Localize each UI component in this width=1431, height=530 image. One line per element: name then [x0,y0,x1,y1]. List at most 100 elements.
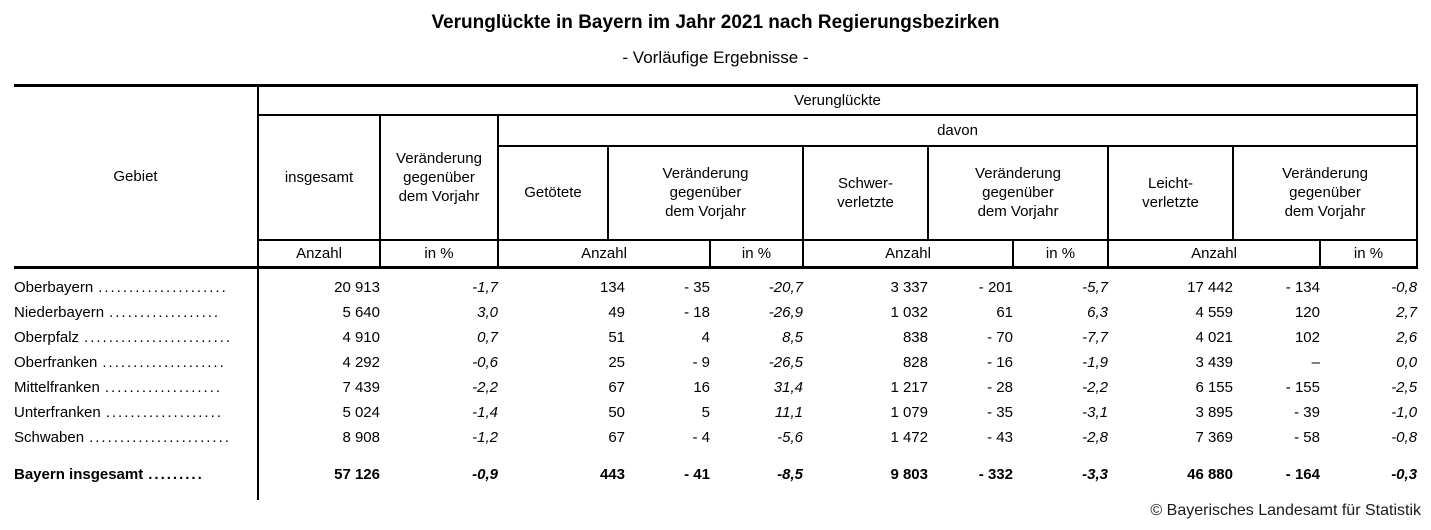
col-header-davon: davon [498,114,1419,147]
leichtverletzte-change-pct: -2,5 [1391,379,1418,396]
leichtverletzte-change-abs: - 134 [1285,279,1320,296]
col-header-change-schwerverletzte: Veränderung gegenüber dem Vorjahr [928,145,1109,241]
leichtverletzte-anzahl: 4 559 [1195,304,1233,321]
leichtverletzte-anzahl: 7 369 [1195,429,1233,446]
region-name-cell: Bayern insgesamt......... [14,450,259,500]
schwerverletzte-anzahl: 9 803 [890,466,928,483]
schwerverletzte-change-pct: -5,7 [1082,279,1108,296]
insgesamt-change-pct: 3,0 [477,304,498,321]
dot-leader: ................... [104,379,223,396]
leichtverletzte-change-pct: -0,8 [1391,279,1418,296]
region-name: Bayern insgesamt [14,466,144,483]
dot-leader: ................... [105,404,223,421]
schwerverletzte-anzahl: 1 217 [890,379,928,396]
leichtverletzte-change-pct: 2,6 [1396,329,1418,346]
col-header-gebiet: Gebiet [14,84,259,269]
dot-leader: ....................... [89,429,231,446]
getoetete-change-abs: - 18 [684,304,710,321]
leichtverletzte-anzahl: 3 439 [1195,354,1233,371]
region-name-cell: Niederbayern.................. [14,300,259,325]
casualties-table: Gebiet Verunglückte insgesamt Veränderun… [14,84,1419,500]
unit-header-in-pct: in % [380,239,499,269]
getoetete-change-pct: -26,5 [768,354,803,371]
getoetete-anzahl: 67 [608,379,625,396]
unit-header-anzahl: Anzahl [498,239,711,269]
insgesamt-change-pct: -0,6 [472,354,498,371]
col-header-insgesamt: insgesamt [258,114,381,241]
insgesamt-change-pct: 0,7 [477,329,498,346]
table-row: Oberfranken.................... 4 292 -0… [14,350,1417,375]
leichtverletzte-change-pct: 0,0 [1396,354,1418,371]
col-header-change-leichtverletzte: Veränderung gegenüber dem Vorjahr [1233,145,1419,241]
getoetete-change-pct: -20,7 [768,279,803,296]
schwerverletzte-change-abs: - 35 [987,404,1013,421]
col-header-leichtverletzte: Leicht- verletzte [1108,145,1234,241]
schwerverletzte-anzahl: 1 079 [890,404,928,421]
region-name: Unterfranken [14,404,101,421]
table-row: Oberpfalz........................ 4 910 … [14,325,1417,350]
table-row: Schwaben....................... 8 908 -1… [14,425,1417,450]
region-name: Niederbayern [14,304,105,321]
insgesamt-anzahl: 5 640 [342,304,380,321]
leichtverletzte-change-pct: -0,8 [1391,429,1418,446]
leichtverletzte-anzahl: 3 895 [1195,404,1233,421]
region-name-cell: Oberpfalz........................ [14,325,259,350]
table-body: Oberbayern..................... 20 913 -… [14,267,1418,500]
region-name-cell: Oberbayern..................... [14,267,259,300]
getoetete-change-pct: -8,5 [777,466,803,483]
table-row: Niederbayern.................. 5 640 3,0… [14,300,1417,325]
dot-leader: ..................... [98,279,228,296]
leichtverletzte-change-abs: - 58 [1294,429,1320,446]
page-title: Verunglückte in Bayern im Jahr 2021 nach… [431,12,1000,33]
schwerverletzte-change-abs: - 43 [987,429,1013,446]
leichtverletzte-change-abs: 102 [1294,329,1320,346]
schwerverletzte-change-pct: -1,9 [1082,354,1108,371]
insgesamt-change-pct: -1,2 [472,429,498,446]
leichtverletzte-anzahl: 6 155 [1195,379,1233,396]
getoetete-anzahl: 25 [608,354,625,371]
schwerverletzte-change-abs: - 70 [987,329,1013,346]
getoetete-change-pct: -5,6 [777,429,803,446]
leichtverletzte-anzahl: 46 880 [1187,466,1233,483]
leichtverletzte-change-abs: - 164 [1285,466,1320,483]
table-row: Unterfranken................... 5 024 -1… [14,400,1417,425]
dot-leader: .................... [102,354,226,371]
getoetete-change-pct: 8,5 [782,329,803,346]
getoetete-anzahl: 51 [608,329,625,346]
unit-header-anzahl: Anzahl [258,239,381,269]
getoetete-anzahl: 443 [599,466,625,483]
page-subtitle: - Vorläufige Ergebnisse - [622,48,809,67]
region-name: Oberpfalz [14,329,80,346]
copyright-notice: © Bayerisches Landesamt für Statistik [1150,502,1421,519]
col-header-change-getoetete: Veränderung gegenüber dem Vorjahr [608,145,804,241]
schwerverletzte-change-abs: 61 [996,304,1013,321]
leichtverletzte-change-abs: – [1311,354,1320,371]
schwerverletzte-anzahl: 1 032 [890,304,928,321]
region-name-cell: Mittelfranken................... [14,375,259,400]
region-name: Schwaben [14,429,85,446]
unit-header-in-pct: in % [1013,239,1109,269]
region-name-cell: Schwaben....................... [14,425,259,450]
col-header-change-insgesamt: Veränderung gegenüber dem Vorjahr [380,114,499,241]
getoetete-change-abs: 5 [701,404,710,421]
getoetete-change-abs: - 35 [684,279,710,296]
insgesamt-anzahl: 7 439 [342,379,380,396]
schwerverletzte-change-pct: -3,3 [1082,466,1108,483]
leichtverletzte-change-abs: - 39 [1294,404,1320,421]
insgesamt-anzahl: 5 024 [342,404,380,421]
leichtverletzte-change-pct: -0,3 [1391,466,1418,483]
table-row: Bayern insgesamt......... 57 126 -0,9 44… [14,450,1417,500]
insgesamt-change-pct: -0,9 [472,466,498,483]
getoetete-anzahl: 49 [608,304,625,321]
getoetete-change-pct: -26,9 [768,304,803,321]
schwerverletzte-change-pct: -3,1 [1082,404,1108,421]
schwerverletzte-change-pct: -2,8 [1082,429,1108,446]
getoetete-change-pct: 31,4 [773,379,803,396]
schwerverletzte-change-pct: -7,7 [1082,329,1108,346]
dot-leader: ........................ [84,329,233,346]
leichtverletzte-anzahl: 17 442 [1187,279,1233,296]
getoetete-change-abs: 16 [693,379,710,396]
schwerverletzte-change-abs: - 201 [978,279,1013,296]
leichtverletzte-anzahl: 4 021 [1195,329,1233,346]
insgesamt-change-pct: -1,7 [472,279,498,296]
